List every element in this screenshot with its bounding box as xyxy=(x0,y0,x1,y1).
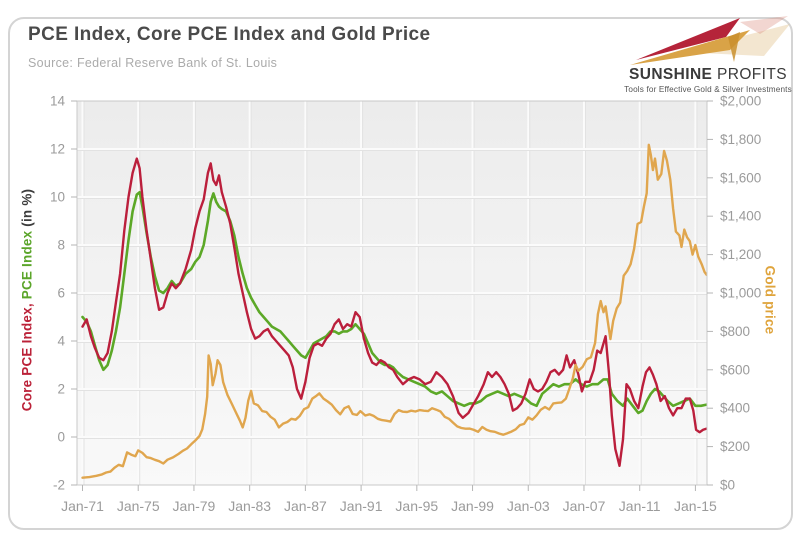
right-axis-tick-label: $1,200 xyxy=(720,247,761,262)
logo-brand-light: PROFITS xyxy=(712,66,787,83)
chart-title: PCE Index, Core PCE Index and Gold Price xyxy=(28,24,431,45)
chart-source: Source: Federal Reserve Bank of St. Loui… xyxy=(28,56,278,70)
x-axis-tick-label: Jan-79 xyxy=(173,498,216,514)
gold-line xyxy=(81,143,707,479)
right-axis-tick-label: $200 xyxy=(720,439,750,454)
left-axis-tick-label: 12 xyxy=(50,142,65,157)
right-axis-tick-label: $1,000 xyxy=(720,286,761,301)
left-axis-tick-label: -2 xyxy=(53,478,65,493)
right-axis-tick-label: $2,000 xyxy=(720,94,761,109)
x-axis-tick-label: Jan-11 xyxy=(619,498,661,514)
right-axis-tick-label: $1,600 xyxy=(720,170,761,185)
logo-brand-bold: SUNSHINE xyxy=(629,66,713,83)
x-axis-tick-label: Jan-75 xyxy=(117,498,160,514)
sunshine-profits-logo: SUNSHINE PROFITS Tools for Effective Gol… xyxy=(620,12,792,96)
axes: 14 12 10 8 6 4 2 0 -2 $2,000 $1,800 $1,600 $1,400 $1,… xyxy=(50,94,761,515)
right-axis-tick-label: $600 xyxy=(720,362,750,377)
left-axis-title-pce: PCE Index xyxy=(19,230,35,304)
left-axis-tick-label: 14 xyxy=(50,94,66,109)
right-axis-tick-label: $1,400 xyxy=(720,209,761,224)
right-axis-title: Gold price xyxy=(762,265,778,335)
left-axis-title: Core PCE Index, PCE Index (in %) xyxy=(20,189,35,411)
left-axis-tick-label: 6 xyxy=(57,286,65,301)
logo-tagline: Tools for Effective Gold & Silver Invest… xyxy=(624,85,792,94)
x-axis-tick-label: Jan-03 xyxy=(507,498,550,514)
left-axis-tick-label: 4 xyxy=(57,334,65,349)
left-axis-title-core: Core PCE Index, xyxy=(19,303,35,412)
left-axis-tick-label: 2 xyxy=(57,382,65,397)
x-axis-tick-label: Jan-15 xyxy=(674,498,717,514)
pce-line xyxy=(81,190,707,415)
core-pce-line xyxy=(81,157,707,467)
x-axis-tick-label: Jan-95 xyxy=(395,498,438,514)
left-axis-title-unit: (in %) xyxy=(19,188,35,231)
x-axis-tick-label: Jan-83 xyxy=(228,498,271,514)
right-axis-tick-label: $400 xyxy=(720,401,750,416)
left-axis-tick-label: 8 xyxy=(57,238,65,253)
logo-needles-icon xyxy=(630,16,790,65)
left-axis-tick-label: 10 xyxy=(50,190,65,205)
right-axis-tick-label: $1,800 xyxy=(720,132,761,147)
right-axis-tick-label: $0 xyxy=(720,478,735,493)
x-axis-tick-label: Jan-07 xyxy=(563,498,606,514)
x-axis-tick-label: Jan-87 xyxy=(284,498,327,514)
x-axis-tick-label: Jan-91 xyxy=(340,498,383,514)
logo-brand: SUNSHINE PROFITS xyxy=(624,66,792,84)
x-axis-tick-label: Jan-71 xyxy=(61,498,104,514)
right-axis-tick-label: $800 xyxy=(720,324,750,339)
left-axis-tick-label: 0 xyxy=(57,430,65,445)
x-axis-tick-label: Jan-99 xyxy=(451,498,494,514)
